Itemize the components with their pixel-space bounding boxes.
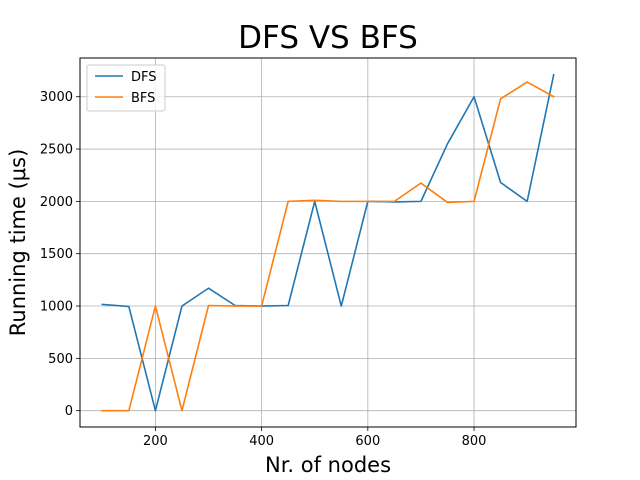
legend-label-dfs: DFS — [131, 70, 157, 85]
y-axis-label: Running time (μs) — [6, 149, 30, 337]
x-axis-label: Nr. of nodes — [265, 453, 391, 477]
plot-frame — [79, 57, 577, 428]
series-lines — [101, 73, 555, 412]
x-tick-label: 400 — [249, 434, 274, 449]
legend: DFS BFS — [86, 64, 166, 112]
x-tick-label: 200 — [143, 434, 168, 449]
y-tick-label: 2500 — [40, 143, 73, 158]
x-tick-label: 600 — [355, 434, 380, 449]
gridlines — [80, 58, 576, 427]
y-tick-label: 0 — [65, 404, 73, 419]
y-tick-label: 500 — [48, 352, 73, 367]
x-tick-label: 800 — [462, 434, 487, 449]
chart-title: DFS VS BFS — [238, 20, 418, 56]
y-tick-label: 2000 — [40, 195, 73, 210]
legend-label-bfs: BFS — [131, 91, 155, 106]
axis-ticks: 200 400 600 800 0 500 1000 1500 2000 2500 3000 — [40, 90, 487, 449]
y-tick-label: 3000 — [40, 90, 73, 105]
y-tick-label: 1000 — [40, 300, 73, 315]
series-line-bfs — [101, 81, 555, 412]
series-line-dfs — [101, 73, 555, 412]
y-tick-label: 1500 — [40, 247, 73, 262]
